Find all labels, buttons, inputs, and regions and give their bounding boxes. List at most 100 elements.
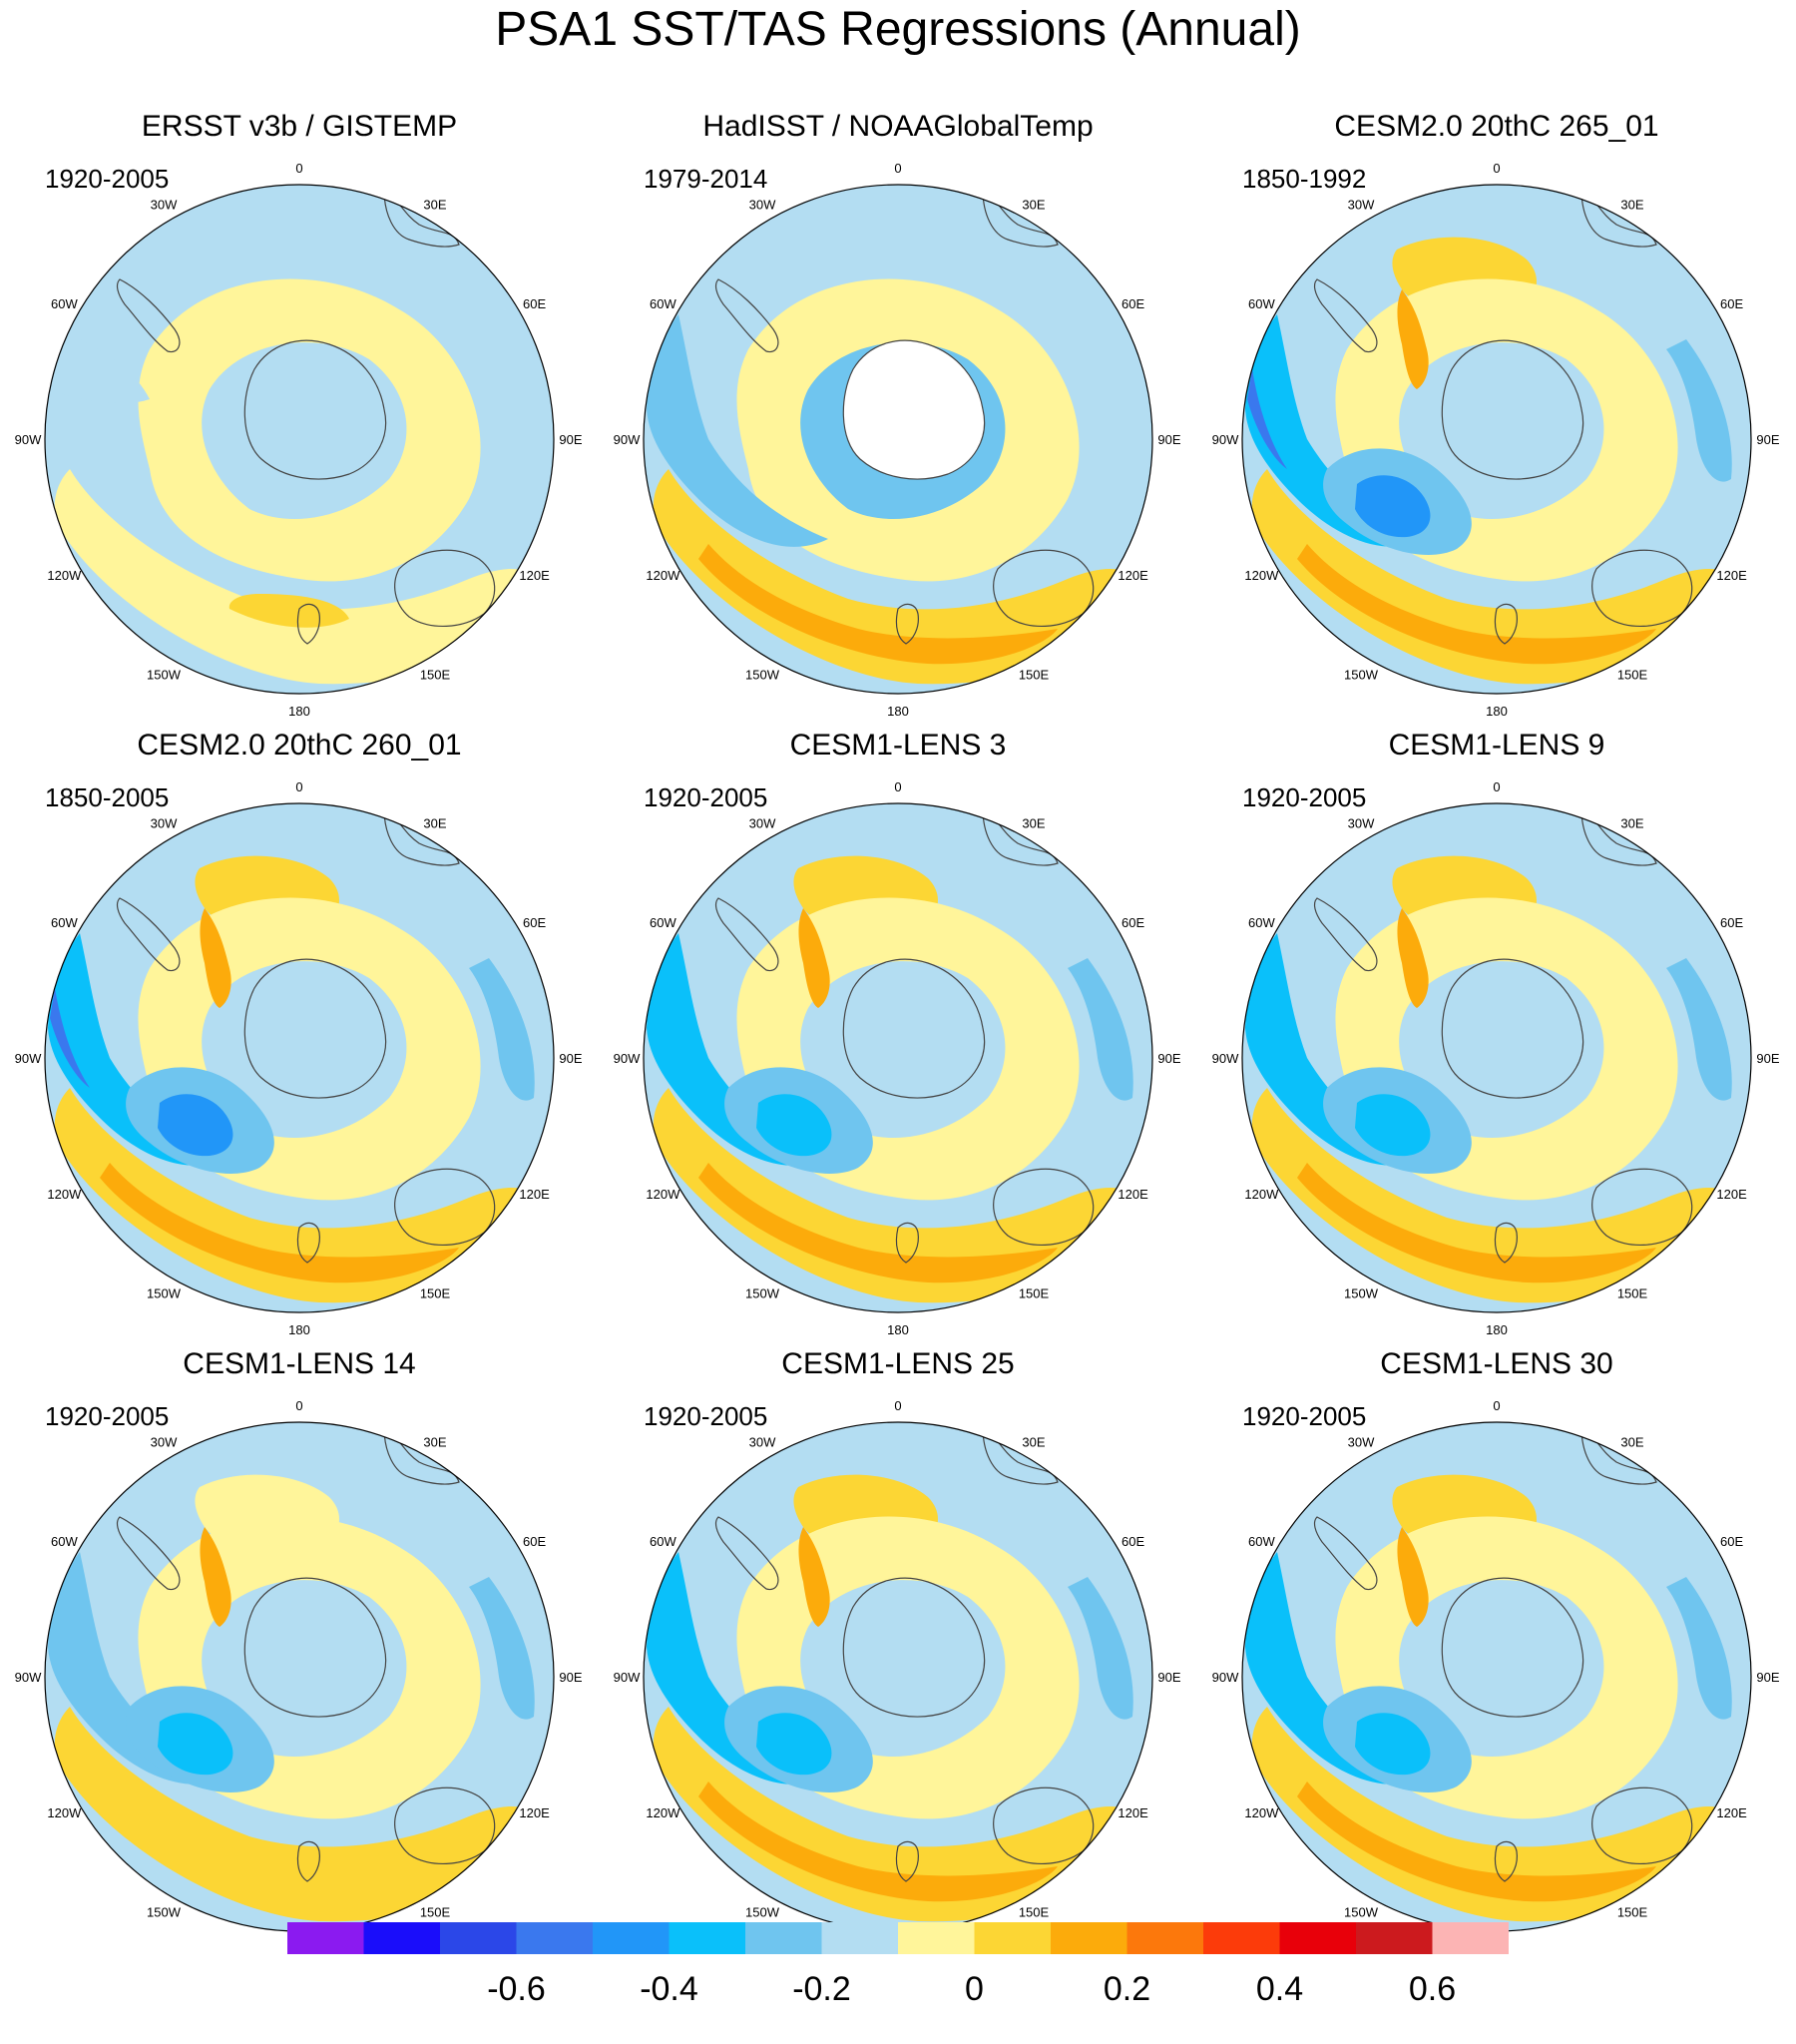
longitude-label: 120E — [1716, 568, 1747, 583]
samerica-coastline — [116, 278, 181, 353]
longitude-label: 90W — [15, 1670, 42, 1685]
map-panel: ERSST v3b / GISTEMP 0 30E 60E 90E 120E 150E 180… — [0, 90, 599, 719]
samerica-coastline — [714, 278, 779, 353]
peninsula-positive-anomaly — [1397, 289, 1429, 389]
longitude-label: 30E — [1022, 197, 1045, 212]
map-boundary — [643, 184, 1153, 695]
map-panel: CESM1-LENS 9 0 30E 60E 90E 120E 150E 180 150W 120… — [1197, 709, 1796, 1337]
panel-years: 1979-2014 — [644, 164, 768, 194]
nz-coastline — [1494, 603, 1518, 645]
longitude-label: 180 — [887, 704, 909, 719]
panel-years: 1920-2005 — [1242, 782, 1367, 812]
panel-title: ERSST v3b / GISTEMP — [141, 110, 458, 143]
peninsula-positive-anomaly — [798, 1527, 830, 1627]
panel-title: CESM1-LENS 9 — [1388, 729, 1605, 762]
longitude-label: 0 — [894, 1398, 901, 1413]
longitude-label: 30W — [749, 815, 776, 830]
south-pacific-strong-anomaly — [1297, 1782, 1656, 1902]
longitude-label: 150W — [147, 1286, 182, 1301]
longitude-label: 60E — [1720, 296, 1743, 311]
antarctica-coastline — [1441, 339, 1584, 480]
antarctica-coastline — [243, 339, 387, 480]
samerica-coastline — [1313, 1516, 1378, 1591]
longitude-label: 60E — [523, 296, 546, 311]
longitude-label: 30E — [1620, 815, 1643, 830]
panel-years: 1850-2005 — [45, 782, 170, 812]
colorbar-tick-label: 0.6 — [1409, 1970, 1456, 2008]
longitude-label: 60E — [523, 915, 546, 930]
longitude-label: 60W — [1248, 915, 1275, 930]
south-pacific-positive-anomaly — [54, 1088, 541, 1303]
longitude-label: 150W — [147, 668, 182, 683]
indian-ocean-negative-anomaly — [1666, 1577, 1732, 1720]
longitude-label: 180 — [288, 1322, 310, 1337]
south-pacific-positive-anomaly — [1251, 1707, 1738, 1922]
longitude-label: 30W — [151, 197, 178, 212]
longitude-label: 30W — [151, 1434, 178, 1449]
longitude-label: 180 — [1486, 1322, 1508, 1337]
pacific-low-core — [158, 1094, 233, 1157]
longitude-label: 90E — [1756, 432, 1779, 447]
longitude-label: 90W — [1212, 1051, 1239, 1066]
map-panel: CESM1-LENS 30030E60E90E120E150E180150W12… — [1197, 1327, 1796, 1956]
panel-title: HadISST / NOAAGlobalTemp — [702, 110, 1094, 143]
longitude-label: 90E — [559, 1670, 582, 1685]
indian-ocean-negative-anomaly — [1666, 339, 1732, 482]
longitude-label: 30E — [423, 197, 446, 212]
africa-coastline — [1580, 1425, 1657, 1485]
map-boundary — [1241, 184, 1752, 695]
panel-title: CESM2.0 20thC 260_01 — [137, 729, 462, 762]
inner-negative-anomaly — [800, 961, 1006, 1138]
longitude-label: 0 — [1493, 161, 1500, 176]
longitude-label: 120W — [1244, 1187, 1279, 1202]
longitude-label: 30E — [1620, 197, 1643, 212]
colorbar-swatch — [1356, 1922, 1433, 1954]
longitude-label: 60E — [523, 1534, 546, 1549]
longitude-label: 120W — [646, 1805, 680, 1820]
longitude-label: 90W — [614, 1051, 641, 1066]
longitude-label: 120E — [1118, 568, 1148, 583]
antarctica-coastline — [1441, 1577, 1584, 1718]
colorbar-swatch — [974, 1922, 1051, 1954]
longitude-label: 150W — [745, 1905, 780, 1920]
colorbar-tick-label: 0.4 — [1256, 1970, 1303, 2008]
longitude-label: 120E — [1118, 1805, 1148, 1820]
longitude-label: 90E — [1756, 1670, 1779, 1685]
longitude-label: 120W — [1244, 568, 1279, 583]
map-boundary — [44, 184, 555, 695]
longitude-label: 90W — [614, 432, 641, 447]
africa-coastline — [1580, 188, 1657, 248]
colorbar-tick-label: -0.2 — [792, 1970, 851, 2008]
africa-coastline — [383, 188, 460, 248]
south-pacific-strong-anomaly — [1297, 544, 1656, 665]
panel-years: 1920-2005 — [45, 164, 170, 194]
longitude-label: 90E — [559, 1051, 582, 1066]
map-panel: HadISST / NOAAGlobalTemp 0 30E 60E 90E 120E 15… — [599, 90, 1197, 719]
colorbar-swatch — [593, 1922, 670, 1954]
panel-years: 1850-1992 — [1242, 164, 1367, 194]
longitude-label: 120W — [1244, 1805, 1279, 1820]
figure-title: PSA1 SST/TAS Regressions (Annual) — [495, 3, 1301, 56]
longitude-label: 90W — [614, 1670, 641, 1685]
longitude-label: 0 — [894, 161, 901, 176]
colorbar-swatch — [1126, 1922, 1203, 1954]
africa-coastline — [383, 1425, 460, 1485]
pacific-low-core — [756, 1713, 832, 1776]
longitude-label: 30W — [749, 197, 776, 212]
pacific-low-core — [1355, 1094, 1431, 1157]
longitude-label: 120E — [519, 1187, 550, 1202]
longitude-label: 150E — [420, 1286, 451, 1301]
longitude-label: 120W — [646, 1187, 680, 1202]
inner-negative-anomaly — [800, 1580, 1006, 1757]
longitude-label: 120E — [519, 1805, 550, 1820]
longitude-label: 60E — [1720, 915, 1743, 930]
inner-negative-anomaly — [1399, 1580, 1604, 1757]
nz-coastline — [296, 1840, 320, 1882]
longitude-label: 60W — [51, 915, 78, 930]
longitude-label: 150E — [420, 668, 451, 683]
antarctica-coastline — [1441, 958, 1584, 1099]
